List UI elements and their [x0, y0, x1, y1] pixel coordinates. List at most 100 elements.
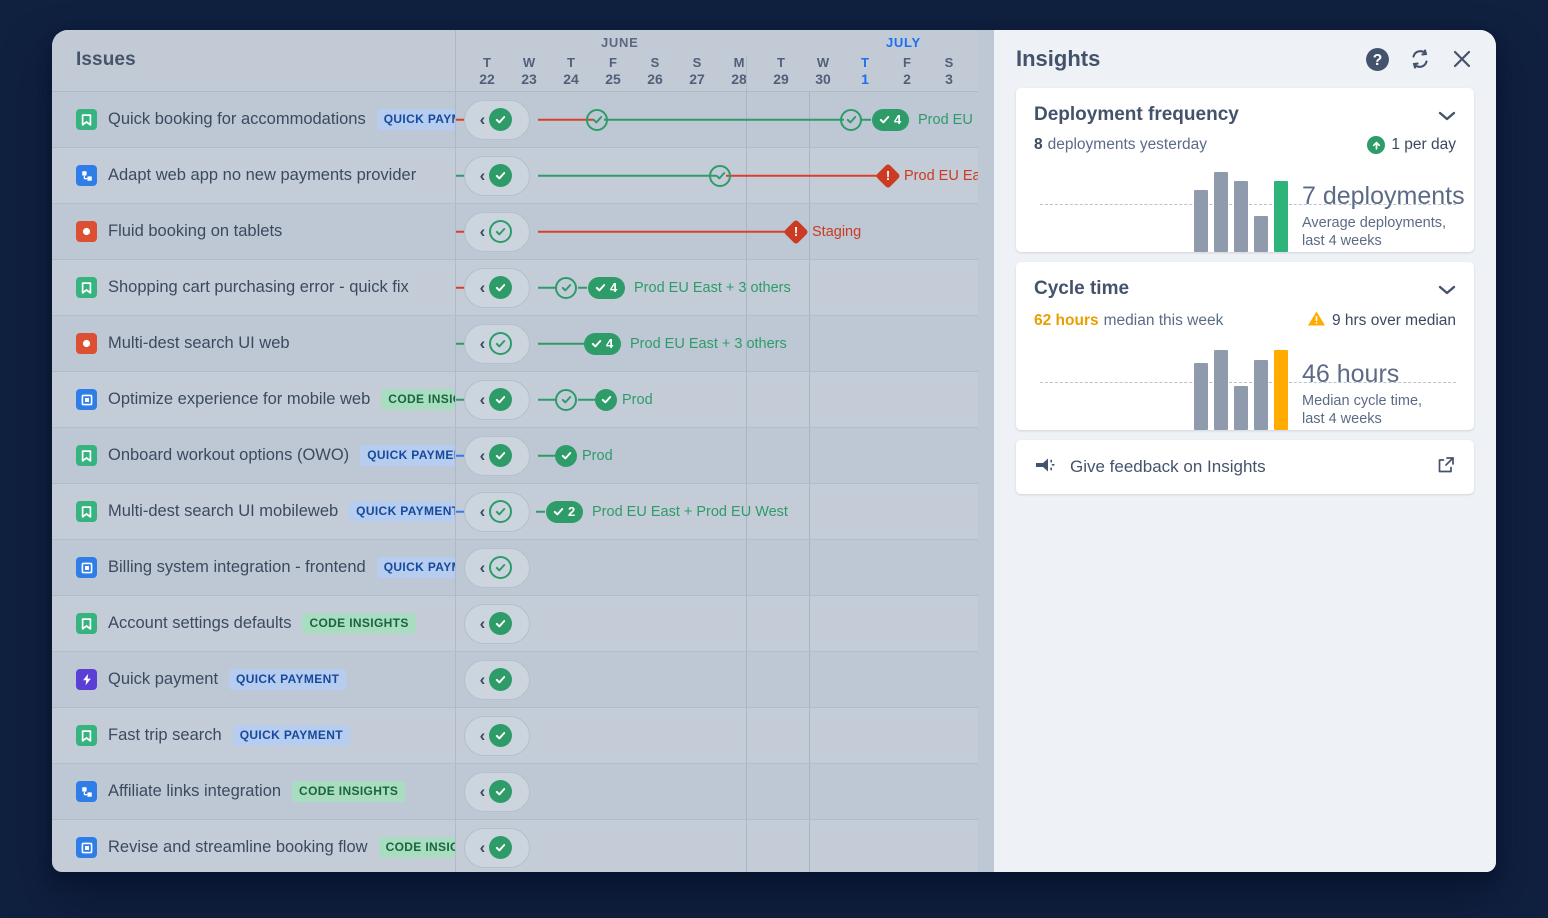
issue-timeline-track: ‹ 4 Prod EU East + 3 others	[456, 316, 978, 371]
issue-status-pill[interactable]: ‹	[464, 211, 530, 252]
issue-summary-cell[interactable]: Quick payment QUICK PAYMENT	[52, 652, 456, 707]
issue-summary-cell[interactable]: Optimize experience for mobile web CODE I…	[52, 372, 456, 427]
day-of-week: F	[903, 55, 911, 70]
issue-status-pill[interactable]: ‹	[464, 659, 530, 700]
insights-header-actions: ?	[1365, 47, 1474, 72]
chevron-left-icon[interactable]: ‹	[479, 446, 486, 465]
timeline-segment	[578, 398, 596, 401]
table-row[interactable]: Optimize experience for mobile web CODE I…	[52, 372, 978, 428]
chevron-left-icon[interactable]: ‹	[479, 726, 486, 745]
bar-group	[1194, 344, 1288, 430]
deployment-error-icon[interactable]: !	[875, 162, 901, 189]
table-row[interactable]: Onboard workout options (OWO) QUICK PAYME…	[52, 428, 978, 484]
deployment-count-badge[interactable]: 4	[584, 332, 622, 355]
reference-line	[1040, 382, 1456, 383]
chevron-left-icon[interactable]: ‹	[479, 390, 486, 409]
issue-summary-cell[interactable]: Revise and streamline booking flow CODE I…	[52, 820, 456, 872]
issue-title: Quick booking for accommodations	[108, 110, 366, 128]
deployment-count-badge[interactable]: 2	[546, 500, 584, 523]
give-feedback-button[interactable]: Give feedback on Insights	[1016, 440, 1474, 494]
issue-label-tag: QUICK PAYMENT	[376, 109, 455, 130]
issue-status-pill[interactable]: ‹	[464, 267, 530, 308]
chevron-left-icon[interactable]: ‹	[479, 222, 486, 241]
table-row[interactable]: Multi-dest search UI mobileweb QUICK PAYM…	[52, 484, 978, 540]
deployment-node[interactable]	[709, 164, 731, 187]
deployment-count-badge[interactable]: 4	[872, 108, 910, 131]
deployment-count: 2	[568, 504, 576, 519]
chevron-left-icon[interactable]: ‹	[479, 334, 486, 353]
issue-summary-cell[interactable]: Account settings defaults CODE INSIGHTS	[52, 596, 456, 651]
megaphone-icon	[1034, 456, 1056, 479]
issue-status-pill[interactable]: ‹	[464, 99, 530, 140]
chevron-left-icon[interactable]: ‹	[479, 838, 486, 857]
chevron-left-icon[interactable]: ‹	[479, 110, 486, 129]
day-number: 27	[689, 71, 705, 87]
card-deployment-frequency[interactable]: Deployment frequency 8 deployments yeste…	[1016, 88, 1474, 252]
issue-status-pill[interactable]: ‹	[464, 715, 530, 756]
table-row[interactable]: Billing system integration - frontend QUI…	[52, 540, 978, 596]
deployment-node[interactable]	[595, 388, 617, 411]
table-row[interactable]: Shopping cart purchasing error - quick f…	[52, 260, 978, 316]
chevron-down-icon[interactable]	[1438, 278, 1456, 301]
card-cycle-time[interactable]: Cycle time 62 hours median this week 9 h…	[1016, 262, 1474, 430]
deployment-node[interactable]	[555, 276, 577, 299]
table-row[interactable]: Quick booking for accommodations QUICK PA…	[52, 92, 978, 148]
deployment-node[interactable]	[840, 108, 862, 131]
timeline-segment	[604, 118, 844, 121]
issue-summary-cell[interactable]: Fluid booking on tablets	[52, 204, 456, 259]
issue-type-bug-icon	[76, 333, 97, 354]
chevron-left-icon[interactable]: ‹	[479, 502, 486, 521]
timeline-stub	[456, 454, 465, 457]
table-row[interactable]: Affiliate links integration CODE INSIGHTS…	[52, 764, 978, 820]
chart-bar	[1194, 190, 1208, 252]
deployment-node[interactable]	[555, 388, 577, 411]
issue-title: Onboard workout options (OWO)	[108, 446, 350, 464]
issue-summary-cell[interactable]: Shopping cart purchasing error - quick f…	[52, 260, 456, 315]
close-icon[interactable]	[1450, 47, 1474, 71]
table-row[interactable]: Account settings defaults CODE INSIGHTS ‹	[52, 596, 978, 652]
table-row[interactable]: Quick payment QUICK PAYMENT ‹	[52, 652, 978, 708]
issue-status-pill[interactable]: ‹	[464, 827, 530, 868]
chevron-left-icon[interactable]: ‹	[479, 558, 486, 577]
table-row[interactable]: Fluid booking on tablets ‹! Staging	[52, 204, 978, 260]
issue-status-pill[interactable]: ‹	[464, 603, 530, 644]
issue-status-pill[interactable]: ‹	[464, 323, 530, 364]
day-column-header: S4	[970, 54, 978, 88]
issue-summary-cell[interactable]: Multi-dest search UI web	[52, 316, 456, 371]
issue-summary-cell[interactable]: Quick booking for accommodations QUICK PA…	[52, 92, 456, 147]
feedback-label: Give feedback on Insights	[1070, 457, 1266, 476]
deployment-count-badge[interactable]: 4	[588, 276, 626, 299]
issue-summary-cell[interactable]: Multi-dest search UI mobileweb QUICK PAYM…	[52, 484, 456, 539]
help-icon[interactable]: ?	[1365, 47, 1390, 72]
refresh-icon[interactable]	[1408, 47, 1432, 71]
deployment-node[interactable]	[586, 108, 608, 131]
issue-status-pill[interactable]: ‹	[464, 491, 530, 532]
issue-status-pill[interactable]: ‹	[464, 155, 530, 196]
chevron-left-icon[interactable]: ‹	[479, 670, 486, 689]
issue-status-pill[interactable]: ‹	[464, 379, 530, 420]
chevron-left-icon[interactable]: ‹	[479, 166, 486, 185]
chevron-left-icon[interactable]: ‹	[479, 782, 486, 801]
issue-status-pill[interactable]: ‹	[464, 547, 530, 588]
issue-summary-cell[interactable]: Adapt web app no new payments provider	[52, 148, 456, 203]
issue-summary-cell[interactable]: Billing system integration - frontend QUI…	[52, 540, 456, 595]
issue-status-pill[interactable]: ‹	[464, 771, 530, 812]
table-row[interactable]: Revise and streamline booking flow CODE I…	[52, 820, 978, 872]
deployment-error-icon[interactable]: !	[783, 218, 809, 245]
table-row[interactable]: Fast trip search QUICK PAYMENT ‹	[52, 708, 978, 764]
issue-summary-cell[interactable]: Fast trip search QUICK PAYMENT	[52, 708, 456, 763]
issue-status-pill[interactable]: ‹	[464, 435, 530, 476]
issue-summary-cell[interactable]: Affiliate links integration CODE INSIGHTS	[52, 764, 456, 819]
deployment-node[interactable]	[555, 444, 577, 467]
table-row[interactable]: Multi-dest search UI web ‹ 4 Prod EU East +…	[52, 316, 978, 372]
chevron-left-icon[interactable]: ‹	[479, 278, 486, 297]
issue-summary-cell[interactable]: Onboard workout options (OWO) QUICK PAYME…	[52, 428, 456, 483]
table-row[interactable]: Adapt web app no new payments provider ‹!…	[52, 148, 978, 204]
chevron-left-icon[interactable]: ‹	[479, 614, 486, 633]
chevron-down-icon[interactable]	[1438, 104, 1456, 127]
day-header: T22W23T24F25S26S27M28T29W30T1F2S3S4	[456, 54, 978, 92]
deployment-count: 4	[606, 336, 614, 351]
timeline-connector	[578, 286, 587, 289]
